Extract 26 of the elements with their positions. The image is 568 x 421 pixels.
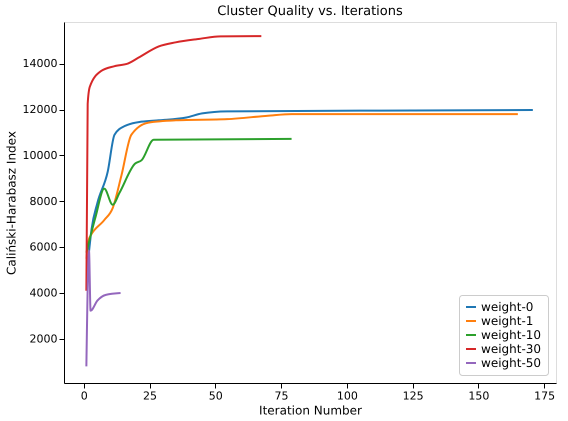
legend-label: weight-10 [481,328,542,342]
line-series [85,250,122,368]
y-tick-label: 12000 [22,103,58,116]
legend-label: weight-30 [481,342,542,356]
y-tick-label: 10000 [22,148,58,162]
x-tick-label: 150 [468,390,490,402]
y-tick-label: 8000 [30,194,58,208]
x-tick-label: 100 [336,390,358,402]
x-tick-label: 175 [534,390,556,402]
y-tick-label: 6000 [30,240,58,254]
x-axis-title: Iteration Number [259,404,362,418]
y-tick-label: 2000 [30,332,58,346]
x-tick-label: 125 [402,390,424,402]
x-tick-label: 50 [208,390,223,402]
x-tick-label: 0 [80,390,88,402]
y-axis-title: Caliński-Harabasz Index [4,131,19,275]
x-tick-label: 75 [274,390,289,402]
legend-label: weight-50 [481,356,542,370]
line-series [85,138,293,254]
x-tick-label: 25 [143,390,158,402]
line-series [85,35,262,292]
y-tick-label: 14000 [22,57,58,70]
chart-title: Cluster Quality vs. Iterations [217,4,403,19]
legend-label: weight-1 [481,314,534,328]
y-tick-label: 4000 [30,286,58,300]
legend-label: weight-0 [481,300,534,314]
